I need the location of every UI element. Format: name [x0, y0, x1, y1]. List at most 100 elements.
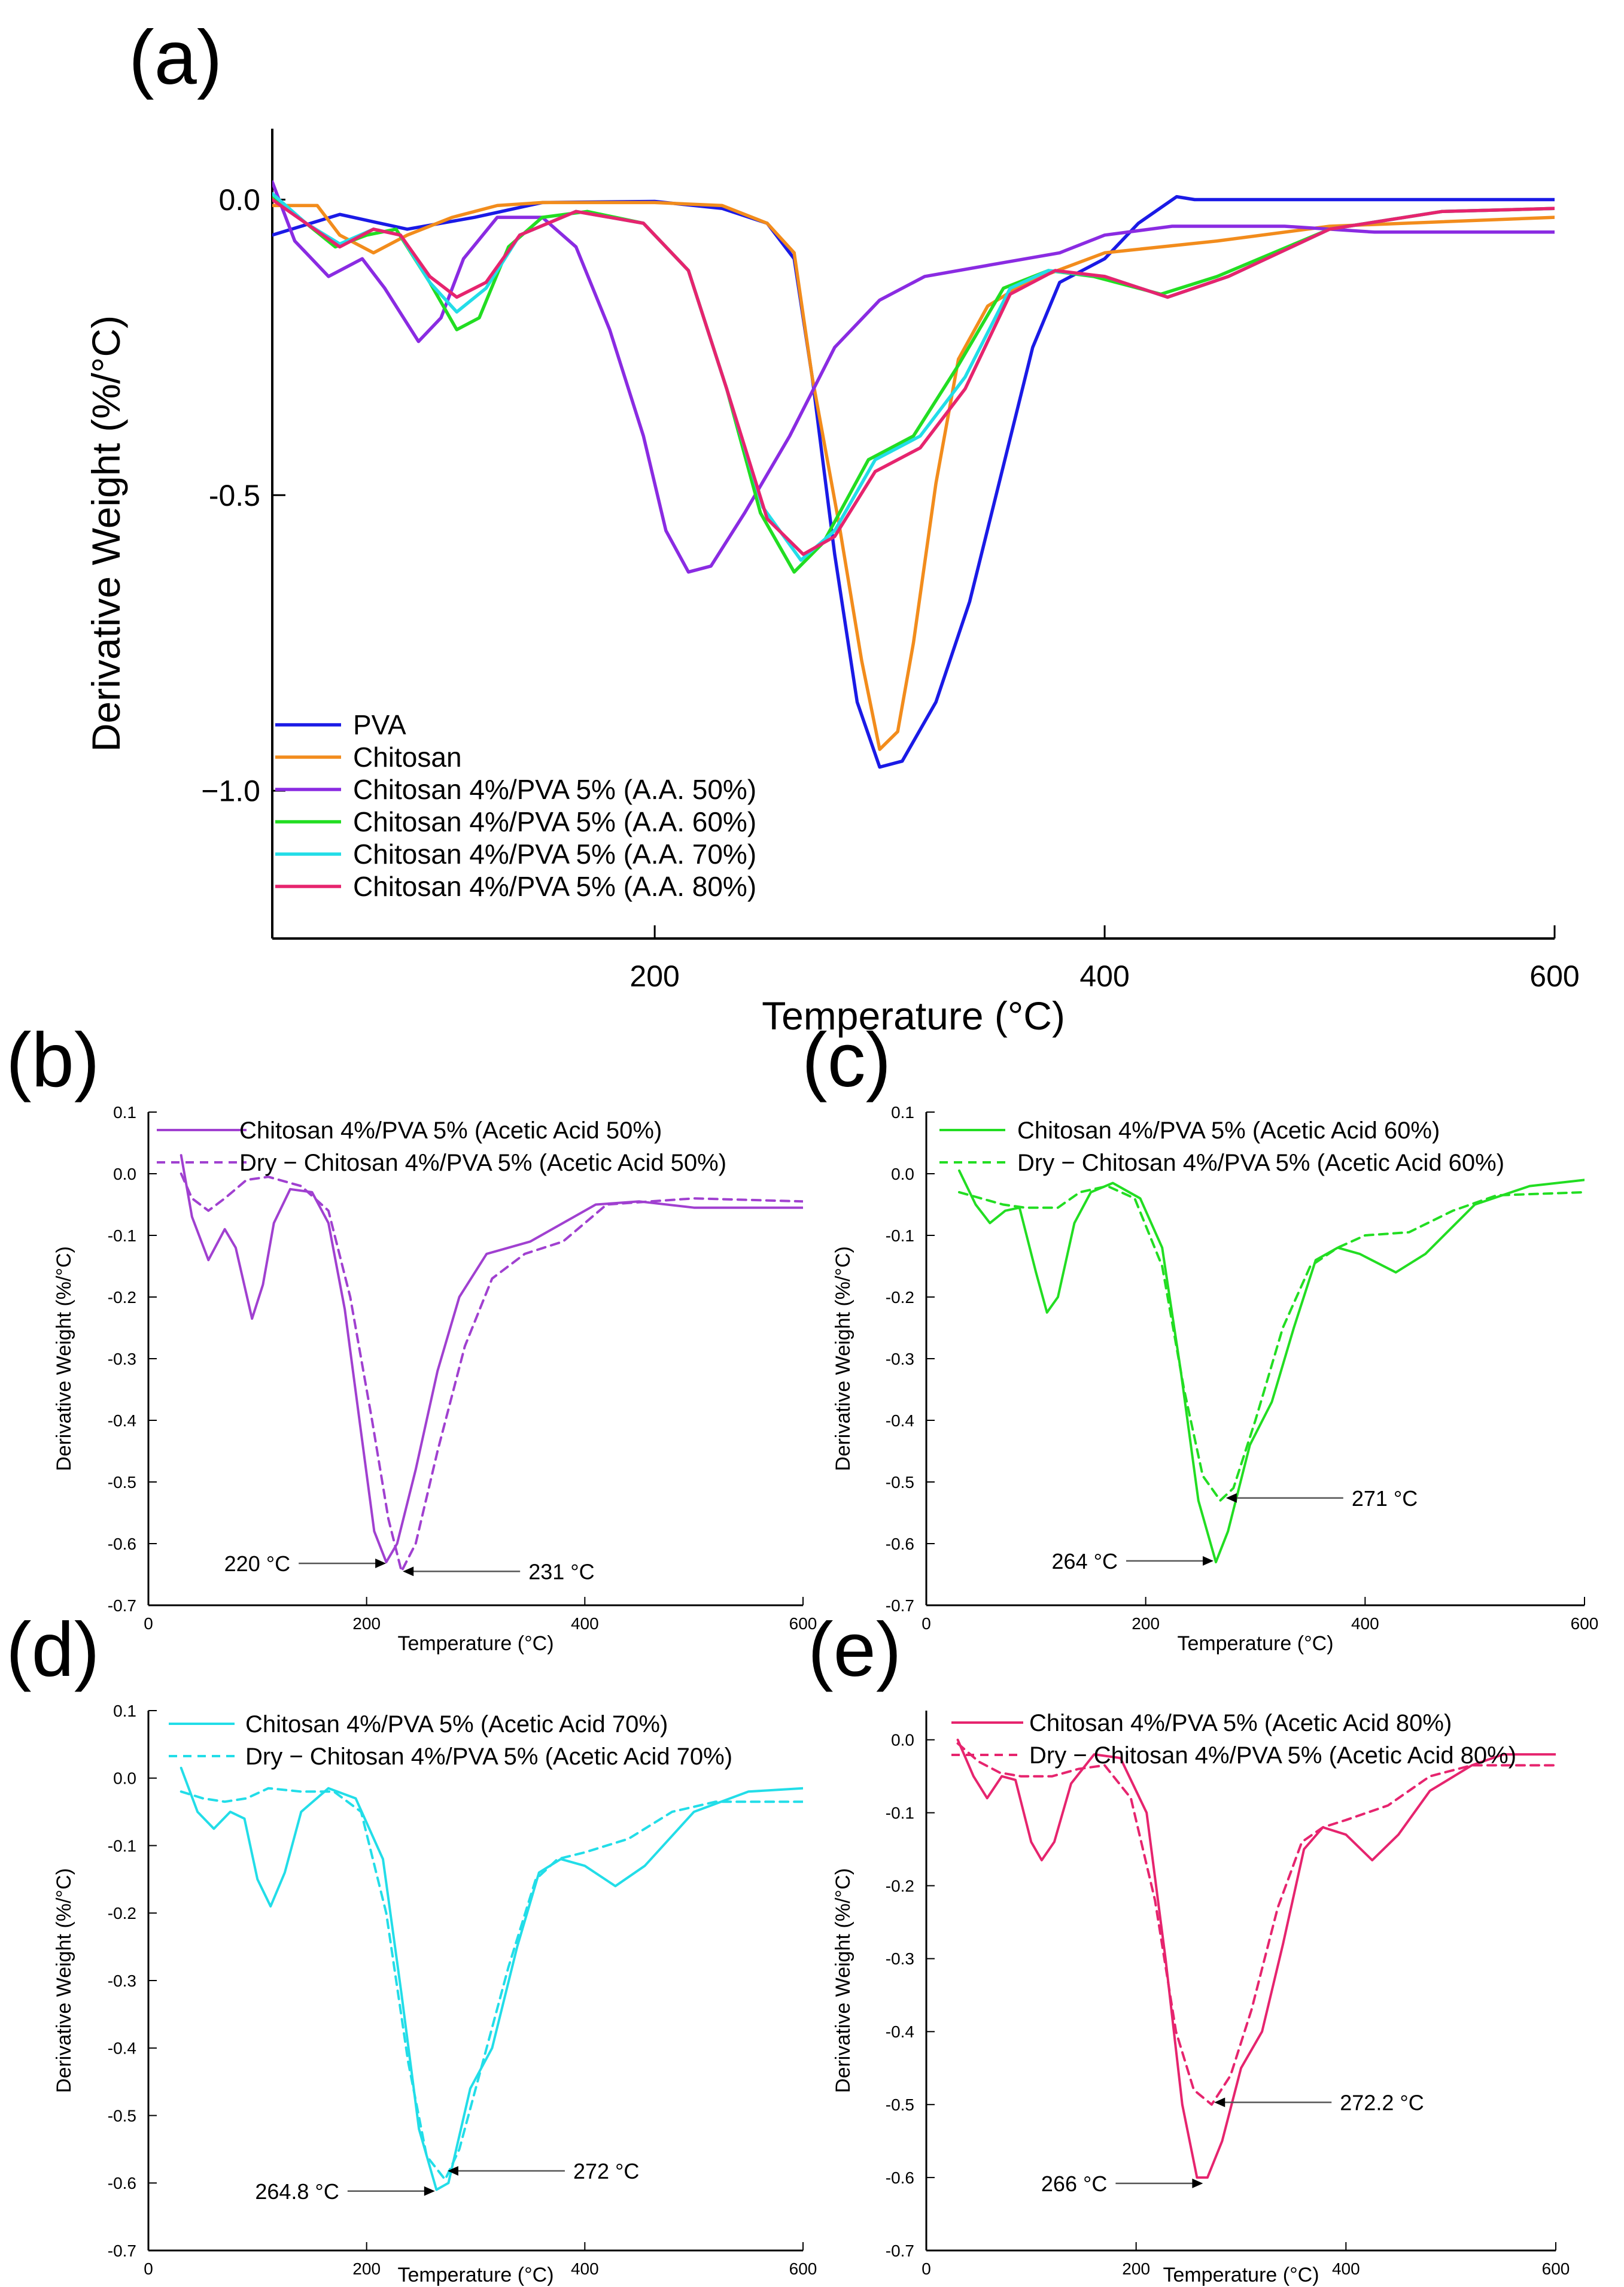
x-tick-label: 200 [629, 959, 679, 993]
y-axis-label: Derivative Weight (%/°C) [53, 1246, 75, 1471]
y-tick-label: 0.1 [891, 1103, 914, 1122]
series-line-main-0 [956, 1738, 1556, 2179]
series-line-main-0 [958, 1169, 1585, 1563]
legend-label: Chitosan 4%/PVA 5% (Acetic Acid 60%) [1017, 1117, 1440, 1144]
y-tick-label: -0.7 [886, 1596, 914, 1615]
panel-d: 0 200 400 600 0.1 0.0 -0.1 -0.2 -0.3 -0.4 -0.5 -0.6… [6, 1607, 817, 2286]
x-axis-label: Temperature (°C) [397, 1632, 554, 1655]
annotation-arrowhead [375, 1558, 387, 1568]
x-tick-label: 400 [1079, 959, 1129, 993]
panel-c: 0 200 400 600 0.1 0.0 -0.1 -0.2 -0.3 -0.4 -0.5 -0.6… [802, 1018, 1598, 1655]
y-tick-label: -0.3 [886, 1949, 914, 1968]
annotation-arrowhead [1214, 2097, 1225, 2107]
y-tick-label: -0.5 [886, 2095, 914, 2114]
x-axis-label: Temperature (°C) [1163, 2264, 1319, 2286]
peak-annotation: 266 °C [1041, 2171, 1203, 2196]
annotation-arrowhead [424, 2186, 435, 2196]
panel-label: (c) [802, 1018, 891, 1103]
x-tick-label: 600 [1542, 2259, 1570, 2278]
legend-label: Dry − Chitosan 4%/PVA 5% (Acetic Acid 60… [1017, 1150, 1504, 1176]
y-tick-label: -0.7 [108, 1596, 136, 1615]
y-axis-label: Derivative Weight (%/°C) [84, 315, 128, 752]
y-tick-label: -0.1 [108, 1836, 136, 1855]
panel-label: (d) [6, 1607, 99, 1693]
y-tick-label: -0.2 [108, 1904, 136, 1922]
annotation-label: 264.8 °C [255, 2179, 339, 2204]
legend-label: Dry − Chitosan 4%/PVA 5% (Acetic Acid 50… [239, 1150, 726, 1176]
panel-e: 0 200 400 600 0.0 -0.1 -0.2 -0.3 -0.4 -0.5 -0.6 -0.… [808, 1607, 1570, 2286]
peak-annotation: 264 °C [1052, 1549, 1214, 1574]
legend-label: Chitosan 4%/PVA 5% (A.A. 50%) [353, 774, 756, 805]
y-tick-label: -0.7 [886, 2242, 914, 2260]
y-tick-label: -0.2 [886, 1876, 914, 1895]
annotation-label: 271 °C [1352, 1486, 1418, 1511]
y-tick-label: 0.0 [218, 183, 260, 217]
legend: Chitosan 4%/PVA 5% (Acetic Acid 60%) Dry … [939, 1117, 1504, 1176]
series-group [272, 180, 1555, 769]
y-axis-label: Derivative Weight (%/°C) [832, 1868, 854, 2093]
x-axis-label: Temperature (°C) [397, 2264, 554, 2286]
peak-annotation: 231 °C [403, 1559, 595, 1584]
series-line-dry-1 [180, 1173, 803, 1573]
y-tick-label: -0.6 [108, 2174, 136, 2192]
panel-label: (a) [129, 15, 222, 101]
annotation-label: 220 °C [224, 1551, 290, 1576]
legend-label: Chitosan [353, 742, 462, 773]
x-tick-label: 200 [1132, 1614, 1160, 1633]
peak-annotation: 272.2 °C [1214, 2091, 1424, 2115]
series-group [180, 1154, 803, 1573]
series-line-main-1 [272, 201, 1555, 751]
x-tick-label: 600 [789, 2259, 817, 2278]
y-tick-label: -0.5 [108, 1473, 136, 1492]
annotation-arrowhead [447, 2165, 458, 2176]
y-tick-label: -0.4 [108, 2039, 136, 2058]
y-tick-label: −1.0 [201, 775, 260, 808]
x-tick-label: 0 [922, 1614, 931, 1633]
panel-a: 200 400 600 0.0 -0.5 −1.0 Temperature (°C) Deri… [84, 15, 1580, 1038]
y-axis-label: Derivative Weight (%/°C) [53, 1868, 75, 2093]
x-tick-label: 600 [789, 1614, 817, 1633]
legend-label: Chitosan 4%/PVA 5% (A.A. 80%) [353, 871, 756, 902]
legend-label: Dry − Chitosan 4%/PVA 5% (Acetic Acid 80… [1029, 1742, 1516, 1769]
x-tick-label: 600 [1571, 1614, 1599, 1633]
peak-annotation: 264.8 °C [255, 2179, 435, 2204]
y-tick-label: -0.2 [108, 1288, 136, 1307]
y-tick-label: -0.1 [886, 1803, 914, 1822]
legend-label: PVA [353, 709, 406, 740]
x-axis-label: Temperature (°C) [1177, 1632, 1333, 1655]
y-tick-label: -0.6 [108, 1535, 136, 1553]
y-tick-label: -0.5 [108, 2106, 136, 2125]
y-tick-label: 0.0 [113, 1165, 136, 1183]
y-tick-label: -0.6 [886, 1535, 914, 1553]
annotation-label: 272.2 °C [1340, 2091, 1424, 2115]
annotation-arrowhead [1225, 1493, 1237, 1503]
annotation-label: 231 °C [528, 1559, 594, 1584]
legend-label: Chitosan 4%/PVA 5% (A.A. 70%) [353, 839, 756, 870]
panel-label: (b) [6, 1018, 99, 1103]
x-tick-label: 0 [144, 1614, 153, 1633]
legend: Chitosan 4%/PVA 5% (Acetic Acid 70%) Dry … [169, 1711, 732, 1770]
y-tick-label: 0.0 [113, 1769, 136, 1788]
x-tick-label: 0 [922, 2259, 931, 2278]
x-tick-label: 400 [1351, 1614, 1379, 1633]
y-tick-label: -0.1 [886, 1226, 914, 1245]
peak-annotation: 271 °C [1225, 1486, 1418, 1511]
panel-label: (e) [808, 1607, 901, 1693]
y-tick-label: -0.4 [886, 1411, 914, 1430]
annotation-arrowhead [1192, 2178, 1203, 2188]
x-tick-label: 400 [1332, 2259, 1360, 2278]
legend-label: Chitosan 4%/PVA 5% (Acetic Acid 50%) [239, 1117, 662, 1144]
y-tick-label: -0.6 [886, 2168, 914, 2187]
y-tick-label: -0.4 [108, 1411, 136, 1430]
y-tick-label: -0.5 [886, 1473, 914, 1492]
legend-label: Dry − Chitosan 4%/PVA 5% (Acetic Acid 70… [245, 1744, 732, 1770]
legend: Chitosan 4%/PVA 5% (Acetic Acid 80%) Dry … [951, 1710, 1516, 1769]
x-tick-label: 200 [1122, 2259, 1150, 2278]
x-tick-label: 600 [1529, 959, 1579, 993]
annotation-label: 264 °C [1052, 1549, 1118, 1574]
series-group [958, 1169, 1585, 1563]
annotation-label: 266 °C [1041, 2171, 1107, 2196]
legend-label: Chitosan 4%/PVA 5% (Acetic Acid 80%) [1029, 1710, 1452, 1736]
